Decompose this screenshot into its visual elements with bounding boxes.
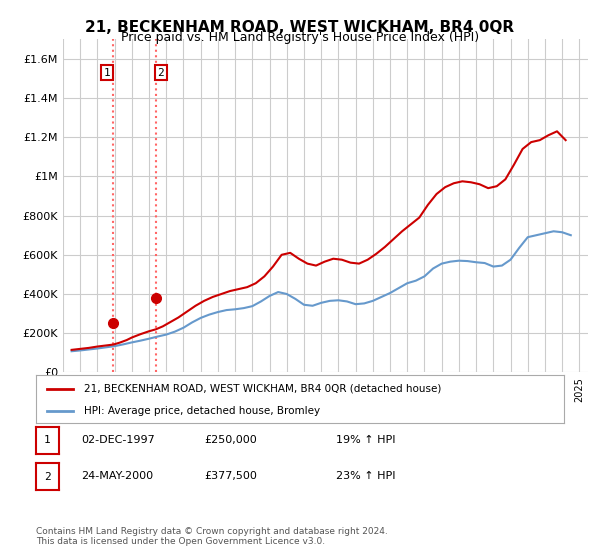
Text: 19% ↑ HPI: 19% ↑ HPI	[336, 435, 395, 445]
Text: £250,000: £250,000	[204, 435, 257, 445]
Text: Contains HM Land Registry data © Crown copyright and database right 2024.
This d: Contains HM Land Registry data © Crown c…	[36, 526, 388, 546]
Text: 1: 1	[104, 68, 110, 77]
Text: 2: 2	[158, 68, 164, 77]
Text: HPI: Average price, detached house, Bromley: HPI: Average price, detached house, Brom…	[83, 406, 320, 416]
Text: 2: 2	[44, 472, 51, 482]
Text: 21, BECKENHAM ROAD, WEST WICKHAM, BR4 0QR: 21, BECKENHAM ROAD, WEST WICKHAM, BR4 0Q…	[85, 20, 515, 35]
Text: Price paid vs. HM Land Registry's House Price Index (HPI): Price paid vs. HM Land Registry's House …	[121, 31, 479, 44]
Text: 23% ↑ HPI: 23% ↑ HPI	[336, 471, 395, 481]
Text: £377,500: £377,500	[204, 471, 257, 481]
Text: 1: 1	[44, 435, 51, 445]
Text: 21, BECKENHAM ROAD, WEST WICKHAM, BR4 0QR (detached house): 21, BECKENHAM ROAD, WEST WICKHAM, BR4 0Q…	[83, 384, 441, 394]
Text: 02-DEC-1997: 02-DEC-1997	[81, 435, 155, 445]
Text: 24-MAY-2000: 24-MAY-2000	[81, 471, 153, 481]
